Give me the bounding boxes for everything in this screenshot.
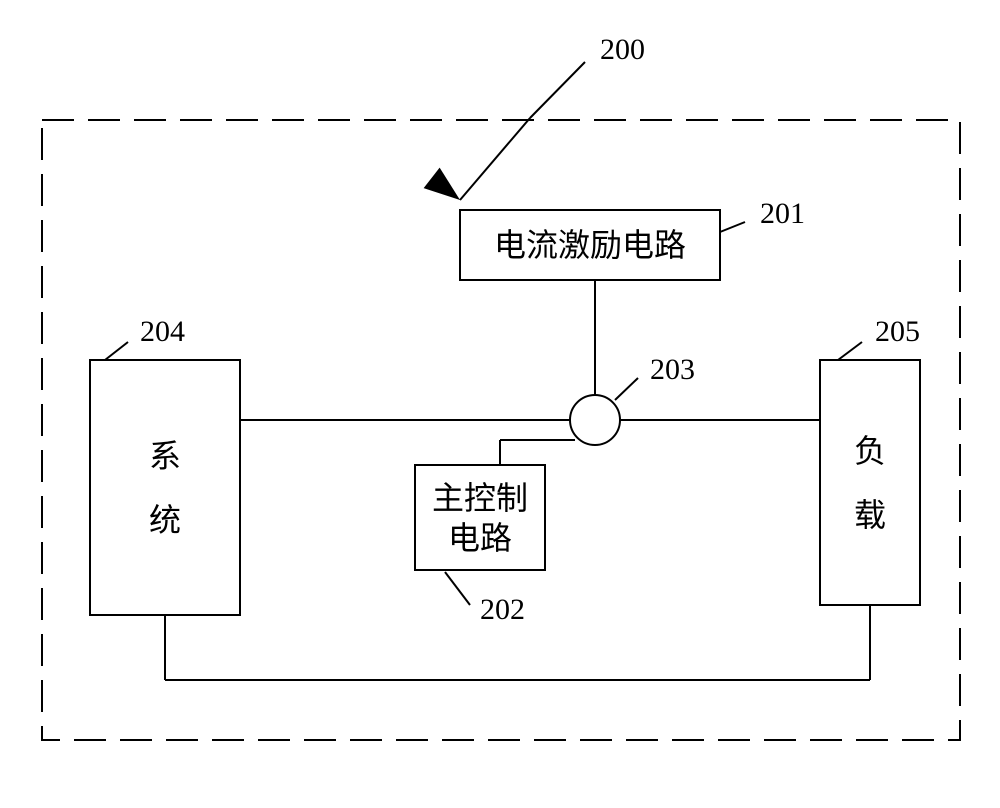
ref-label-200: 200 <box>600 33 645 67</box>
ref-label-202: 202 <box>480 593 525 627</box>
leader-203 <box>615 378 638 400</box>
ref-label-201: 201 <box>760 197 805 231</box>
ref-label-203: 203 <box>650 353 695 387</box>
block-label-load: 负 载 <box>820 360 920 605</box>
ref-label-205: 205 <box>875 315 920 349</box>
leader-205 <box>838 342 862 360</box>
arrow-200-shaft <box>460 118 530 200</box>
ref-label-204: 204 <box>140 315 185 349</box>
leader-204 <box>105 342 128 360</box>
block-label-excite: 电流激励电路 <box>460 210 720 280</box>
junction-node <box>570 395 620 445</box>
diagram-root: 系 统 负 载 电流激励电路主控制 电路 200 201 202 203 204 205 <box>0 0 1000 803</box>
leader-201 <box>720 222 745 232</box>
leader-200 <box>530 62 585 118</box>
arrow-200-head <box>424 168 468 211</box>
block-label-system: 系 统 <box>90 360 240 615</box>
block-label-master: 主控制 电路 <box>415 465 545 570</box>
leader-202 <box>445 572 470 605</box>
